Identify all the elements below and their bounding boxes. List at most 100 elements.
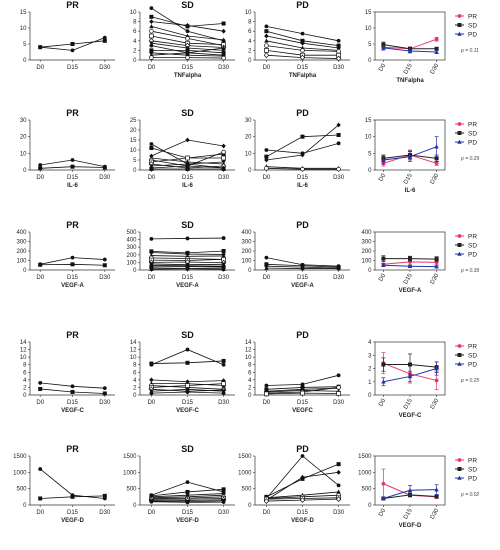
data-point bbox=[434, 37, 439, 42]
y-tick-label: 1000 bbox=[123, 470, 137, 476]
chart-tnf-pd: 0 2 4 6 8 10 D0 D15 D30 PD TNFalpha bbox=[245, 0, 350, 79]
data-point bbox=[185, 390, 190, 394]
x-tick-label: D15 bbox=[67, 175, 79, 181]
x-axis-label: VEGF-A bbox=[176, 283, 199, 289]
x-tick-label: D15 bbox=[182, 400, 194, 406]
legend-label: PR bbox=[468, 121, 477, 128]
data-point bbox=[149, 14, 154, 19]
data-point bbox=[264, 154, 269, 159]
y-tick-label: 400 bbox=[361, 230, 372, 236]
x-tick-label: D30 bbox=[430, 62, 441, 75]
y-tick-label: 14 bbox=[20, 340, 27, 346]
legend-label: SD bbox=[468, 352, 477, 359]
series bbox=[149, 358, 226, 366]
series bbox=[381, 45, 439, 54]
legend: PR SD PD p = 0.25 bbox=[455, 343, 479, 384]
data-point bbox=[102, 493, 107, 498]
legend-marker bbox=[457, 361, 462, 366]
data-point bbox=[70, 262, 75, 267]
data-point bbox=[300, 48, 305, 53]
data-point bbox=[102, 35, 107, 40]
data-point bbox=[381, 481, 386, 486]
panel-title: PD bbox=[296, 444, 309, 454]
data-point bbox=[264, 148, 269, 152]
x-tick-label: D15 bbox=[403, 272, 414, 285]
y-tick-label: 10 bbox=[20, 26, 27, 32]
data-point bbox=[149, 41, 154, 46]
data-point bbox=[102, 165, 107, 170]
y-tick-label: 25 bbox=[130, 118, 137, 124]
data-point bbox=[149, 361, 154, 366]
data-point bbox=[102, 38, 107, 43]
x-tick-label: D15 bbox=[182, 510, 194, 516]
data-point bbox=[336, 122, 341, 128]
legend-label: SD bbox=[468, 466, 477, 473]
chart-il6-pr: 0 10 20 30 D0 D15 D30 PR IL-6 bbox=[20, 108, 115, 189]
y-tick-label: 1000 bbox=[358, 470, 372, 476]
x-tick-label: D15 bbox=[67, 275, 79, 281]
y-tick-label: 0 bbox=[368, 393, 372, 399]
y-tick-label: 3 bbox=[368, 353, 372, 359]
y-tick-label: 5 bbox=[23, 42, 27, 48]
data-point bbox=[264, 43, 269, 48]
x-axis-label: IL-6 bbox=[297, 183, 308, 189]
legend-marker bbox=[457, 139, 462, 144]
x-axis-label: IL-6 bbox=[405, 188, 416, 194]
x-tick-label: D0 bbox=[263, 400, 271, 406]
data-point bbox=[336, 489, 341, 494]
x-tick-label: D30 bbox=[218, 400, 230, 406]
data-point bbox=[264, 29, 269, 34]
legend-marker bbox=[457, 467, 462, 471]
y-tick-label: 1500 bbox=[358, 454, 372, 460]
series bbox=[381, 262, 439, 269]
x-tick-label: D0 bbox=[263, 175, 271, 181]
y-tick-label: 0 bbox=[23, 503, 27, 509]
x-tick-label: D0 bbox=[148, 510, 156, 516]
data-point bbox=[185, 46, 190, 51]
data-point bbox=[221, 266, 226, 272]
panel-title: PR bbox=[66, 0, 79, 10]
panel-title: SD bbox=[181, 108, 194, 118]
panel-title: PD bbox=[296, 330, 309, 340]
data-point bbox=[381, 45, 386, 50]
y-tick-label: 6 bbox=[133, 370, 137, 376]
x-tick-label: D30 bbox=[333, 65, 345, 71]
chart-tnf-pr: 0 5 10 15 D0 D15 D30 PR bbox=[20, 0, 115, 71]
data-point bbox=[149, 146, 154, 150]
y-tick-label: 0 bbox=[23, 168, 27, 174]
data-point bbox=[434, 487, 439, 492]
x-tick-label: D30 bbox=[99, 275, 111, 281]
y-tick-label: 1000 bbox=[238, 470, 252, 476]
x-tick-label: D15 bbox=[403, 172, 414, 185]
data-point bbox=[70, 42, 75, 46]
y-tick-label: 0 bbox=[368, 168, 372, 174]
series bbox=[263, 496, 342, 504]
data-point bbox=[408, 362, 412, 367]
data-point bbox=[185, 489, 190, 494]
legend: PR SD PD p = 0.39 bbox=[455, 233, 479, 274]
legend-label: PD bbox=[468, 361, 477, 368]
data-point bbox=[38, 166, 43, 171]
data-point bbox=[149, 28, 154, 34]
y-tick-label: 0 bbox=[133, 168, 137, 174]
data-point bbox=[434, 46, 439, 51]
chart-il6-pd: 0 10 20 30 D0 D15 D30 PD IL-6 bbox=[245, 108, 350, 189]
y-tick-label: 0 bbox=[248, 503, 252, 509]
y-tick-label: 10 bbox=[245, 355, 252, 361]
y-tick-label: 400 bbox=[16, 230, 27, 236]
panel-title: PD bbox=[296, 108, 309, 118]
x-tick-label: D15 bbox=[297, 510, 309, 516]
data-point bbox=[336, 469, 341, 475]
y-tick-label: 6 bbox=[248, 29, 252, 35]
data-point bbox=[300, 454, 305, 458]
p-value: p = 0.29 bbox=[460, 156, 479, 162]
data-point bbox=[407, 263, 413, 268]
legend-marker bbox=[457, 234, 462, 238]
data-point bbox=[336, 462, 341, 467]
panel-title: SD bbox=[181, 0, 194, 10]
x-tick-label: D30 bbox=[333, 175, 345, 181]
y-tick-label: 8 bbox=[133, 20, 137, 26]
series bbox=[264, 390, 341, 397]
data-point bbox=[336, 133, 341, 137]
